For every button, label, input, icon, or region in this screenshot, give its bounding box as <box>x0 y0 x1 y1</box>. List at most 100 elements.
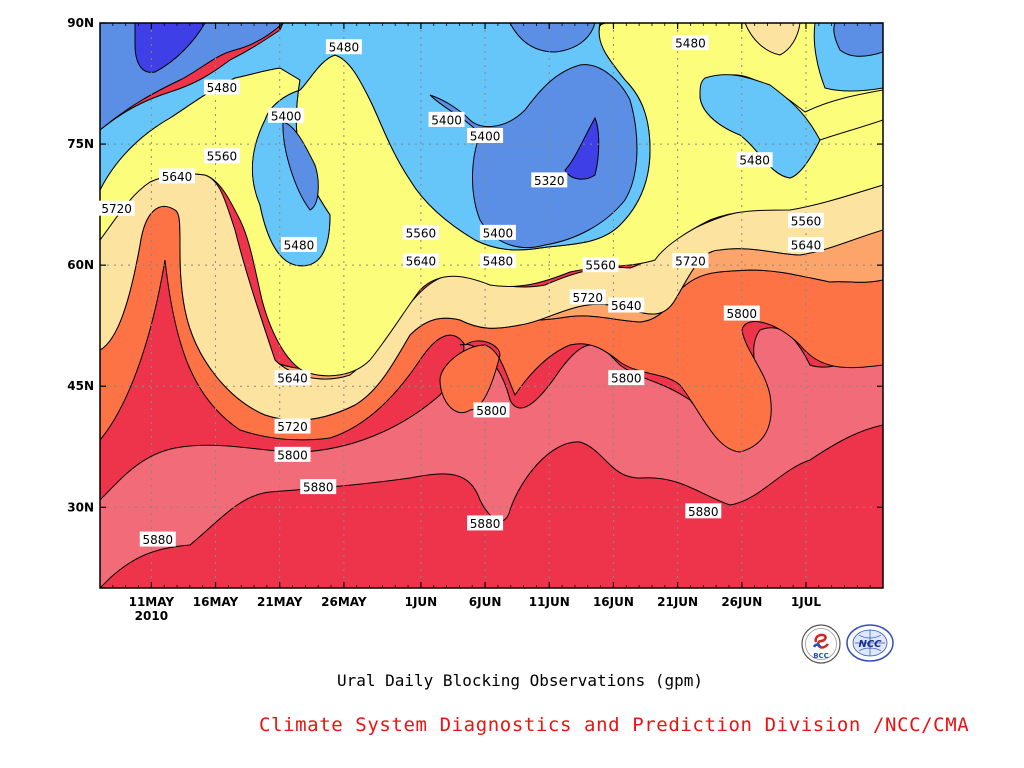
contour-label-bg <box>203 148 240 164</box>
contour-label-bg <box>723 305 760 321</box>
contour-label-text: 5800 <box>611 372 642 386</box>
contour-label-text: 5400 <box>271 109 302 123</box>
contour-label: 5640 <box>608 297 645 313</box>
contour-label: 5480 <box>203 79 240 95</box>
x-tick-label: 11MAY <box>129 595 175 609</box>
contour-label: 5720 <box>672 253 709 269</box>
contour-label-bg <box>300 479 337 495</box>
x-tick-label: 16JUN <box>593 595 634 609</box>
contour-label-text: 5880 <box>303 481 334 495</box>
x-tick-label: 1JUL <box>791 595 822 609</box>
contour-label: 5560 <box>787 212 824 228</box>
band-5320-5400-center <box>429 64 638 248</box>
contour-label: 5560 <box>402 224 439 240</box>
plot-frame <box>99 22 884 589</box>
contour-label: 5800 <box>723 305 760 321</box>
x-tick-label: 1JUN <box>405 595 438 609</box>
contour-label-bg <box>428 111 465 127</box>
contour-label-bg <box>325 39 362 55</box>
y-tick-label: 75N <box>67 137 94 151</box>
contour-label-bg <box>402 253 439 269</box>
contour-label: 5640 <box>274 370 311 386</box>
contour-label-bg <box>473 402 510 418</box>
contour-label-bg <box>274 370 311 386</box>
contour-label-text: 5400 <box>483 226 514 240</box>
contour-label-text: 5320 <box>534 174 565 188</box>
contour-label: 5880 <box>685 503 722 519</box>
band-5320-5400-top <box>509 23 596 53</box>
contour-label-text: 5560 <box>585 259 616 273</box>
x-tick-label: 11JUN <box>529 595 570 609</box>
y-tick-label: 45N <box>67 379 94 393</box>
contour-label: 5720 <box>98 200 135 216</box>
contour-label-bg <box>736 152 773 168</box>
y-tick-label: 60N <box>67 258 94 272</box>
contour-label-bg <box>274 446 311 462</box>
x-tick-label: 6JUN <box>469 595 502 609</box>
contour-label-bg <box>608 297 645 313</box>
grid-lines <box>100 23 883 588</box>
contour-label-text: 5640 <box>162 170 193 184</box>
contour-label-text: 5880 <box>470 517 501 531</box>
contour-label: 5560 <box>582 257 619 273</box>
x-tick-label: 26JUN <box>721 595 762 609</box>
contour-label-text: 5480 <box>207 81 238 95</box>
contour-label: 5400 <box>467 128 504 144</box>
contour-label: 5400 <box>479 224 516 240</box>
band-below-5320-nw <box>134 23 206 73</box>
x-tick-label: 21MAY <box>257 595 303 609</box>
contour-labels: 5880 5880 5880 5880 5800 5800 5800 5800 5720 5720… <box>98 35 824 547</box>
contour-label-bg <box>569 289 606 305</box>
y-axis: 30N 45N 60N 75N 90N <box>67 16 883 514</box>
contour-label: 5480 <box>736 152 773 168</box>
contour-fills <box>100 23 883 588</box>
contour-label-bg <box>582 257 619 273</box>
contour-label-text: 5480 <box>675 37 706 51</box>
contour-label-bg <box>98 200 135 216</box>
band-5480-5560-ne <box>744 23 801 56</box>
y-tick-label: 90N <box>67 16 94 30</box>
contour-label: 5880 <box>467 515 504 531</box>
contour-label-bg <box>479 253 516 269</box>
contour-label: 5720 <box>274 418 311 434</box>
ncc-logo: NCC <box>846 624 894 662</box>
x-tick-label: 21JUN <box>657 595 698 609</box>
contour-label-text: 5480 <box>739 154 770 168</box>
ncc-logo-text: NCC <box>858 639 882 650</box>
contour-label-text: 5640 <box>611 299 642 313</box>
chart-caption: Ural Daily Blocking Observations (gpm) <box>336 671 704 690</box>
band-5400-5480-jun <box>699 74 821 179</box>
contour-label: 5880 <box>300 479 337 495</box>
y-tick-label: 30N <box>67 500 94 514</box>
contour-label-bg <box>531 172 568 188</box>
x-tick-sublabel: 2010 <box>135 609 168 623</box>
contour-label-text: 5880 <box>688 505 719 519</box>
contour-label-bg <box>203 79 240 95</box>
bcc-logo-text: BCC <box>813 652 829 660</box>
contour-label-text: 5560 <box>406 226 437 240</box>
contour-label: 5640 <box>402 253 439 269</box>
band-above-5880-top <box>100 424 883 588</box>
contour-label: 5480 <box>479 253 516 269</box>
contour-label-text: 5640 <box>791 238 822 252</box>
contour-label-bg <box>274 418 311 434</box>
contour-label-text: 5640 <box>277 372 308 386</box>
contour-label: 5560 <box>203 148 240 164</box>
contour-label: 5800 <box>473 402 510 418</box>
contour-label: 5880 <box>139 531 176 547</box>
contour-label: 5400 <box>268 107 305 123</box>
contour-label-text: 5720 <box>101 202 132 216</box>
contour-label: 5320 <box>531 172 568 188</box>
contour-label-bg <box>467 128 504 143</box>
contour-label-bg <box>467 515 504 531</box>
contour-label-bg <box>159 168 196 184</box>
contour-label-text: 5480 <box>483 255 514 269</box>
contour-label: 5480 <box>672 35 709 51</box>
contour-label-bg <box>268 107 305 123</box>
x-tick-label: 26MAY <box>321 595 367 609</box>
contour-label-bg <box>787 212 824 228</box>
contour-label: 5720 <box>569 289 606 305</box>
contour-label: 5480 <box>280 236 317 252</box>
